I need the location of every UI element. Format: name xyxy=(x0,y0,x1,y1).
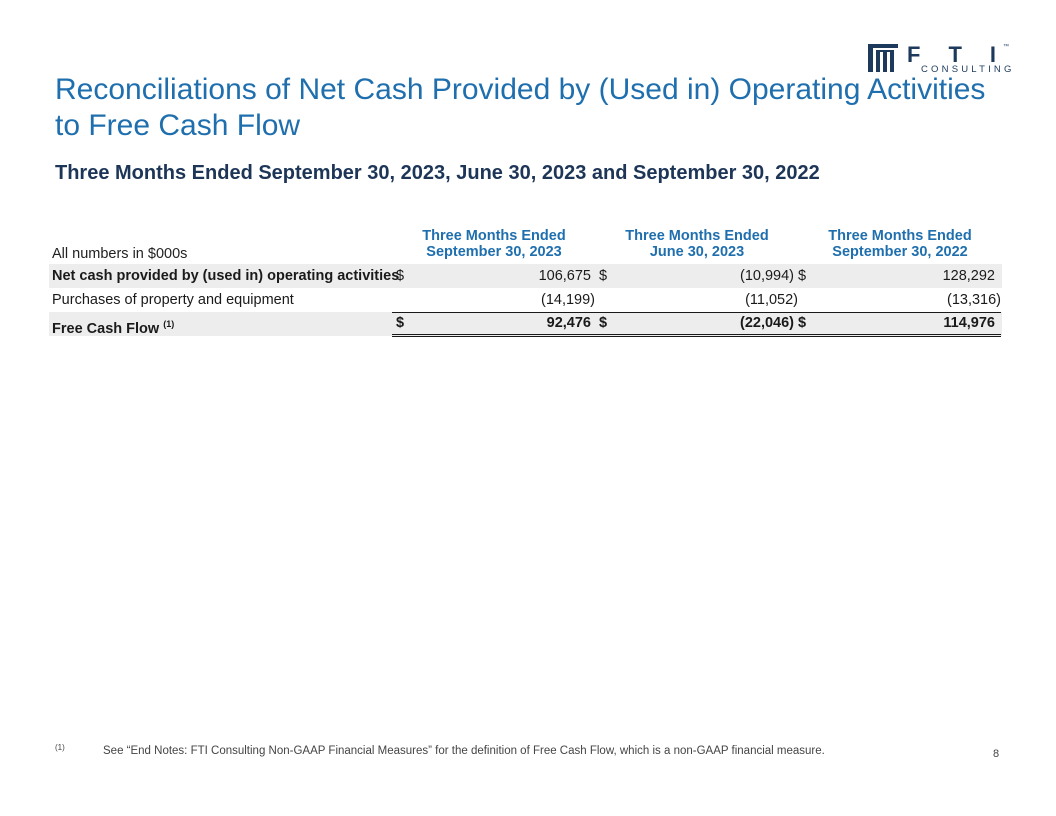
row-label: Net cash provided by (used in) operating… xyxy=(52,268,400,284)
logo-consulting: CONSULTING xyxy=(921,64,1015,75)
currency-symbol: $ xyxy=(798,315,807,331)
table-header: All numbers in $000s Three Months Ended … xyxy=(49,228,1002,264)
currency-symbol: $ xyxy=(798,268,807,284)
logo-trademark: ™ xyxy=(1003,44,1009,50)
table-cell: $ 106,675 xyxy=(392,264,595,288)
column-header-line1: Three Months Ended xyxy=(422,228,566,244)
table-cell-total: $ (22,046) xyxy=(595,312,798,337)
column-header-line2: September 30, 2023 xyxy=(426,244,562,260)
cell-value: (10,994) xyxy=(739,268,794,284)
column-header-line2: June 30, 2023 xyxy=(649,244,745,260)
currency-symbol: $ xyxy=(599,315,608,331)
cell-value: 92,476 xyxy=(546,315,591,331)
cell-value: (22,046) xyxy=(739,315,794,331)
currency-symbol: $ xyxy=(396,268,405,284)
table-cell-total: $ 92,476 xyxy=(392,312,595,337)
table-cell: $ (10,994) xyxy=(595,264,798,288)
page-subtitle: Three Months Ended September 30, 2023, J… xyxy=(55,162,820,184)
footnote-reference: (1) xyxy=(163,319,175,329)
footnote-text: See “End Notes: FTI Consulting Non-GAAP … xyxy=(103,745,825,757)
currency-symbol: $ xyxy=(599,268,608,284)
page-title: Reconciliations of Net Cash Provided by … xyxy=(55,73,986,142)
column-header-sep-2022: Three Months Ended September 30, 2022 xyxy=(795,228,1005,260)
table-cell: (13,316) xyxy=(798,288,1001,312)
table-cell-total: $ 114,976 xyxy=(798,312,1001,337)
column-header-line1: Three Months Ended xyxy=(625,228,769,244)
row-label: Purchases of property and equipment xyxy=(52,292,294,308)
cell-value: (14,199) xyxy=(540,292,595,308)
table-row-capex: Purchases of property and equipment (14,… xyxy=(49,288,1002,312)
cell-value: (11,052) xyxy=(745,292,798,308)
cell-value: 106,675 xyxy=(538,268,591,284)
table-row-operating-cash: Net cash provided by (used in) operating… xyxy=(49,264,1002,288)
cell-value: 114,976 xyxy=(943,315,995,331)
page-number: 8 xyxy=(993,748,1000,760)
table-cell: $ 128,292 xyxy=(798,264,1001,288)
row-label: Free Cash Flow (1) xyxy=(52,312,174,341)
table-row-free-cash-flow: Free Cash Flow (1) $ 92,476 $ (22,046) $… xyxy=(49,312,1002,337)
footnote-marker: (1) xyxy=(55,743,65,752)
column-header-line2: September 30, 2022 xyxy=(832,244,968,260)
free-cash-flow-label: Free Cash Flow xyxy=(52,320,160,337)
units-label: All numbers in $000s xyxy=(52,246,188,262)
cell-value: (13,316) xyxy=(946,292,1001,308)
fti-building-logo-icon xyxy=(868,44,898,72)
cell-value: 128,292 xyxy=(942,268,995,284)
logo-letters: FTI xyxy=(907,42,1024,67)
reconciliation-table: All numbers in $000s Three Months Ended … xyxy=(49,228,1002,337)
column-header-line1: Three Months Ended xyxy=(828,228,972,244)
table-cell: (14,199) xyxy=(392,288,595,312)
column-header-jun-2023: Three Months Ended June 30, 2023 xyxy=(592,228,802,260)
table-cell: (11,052) xyxy=(595,288,798,312)
currency-symbol: $ xyxy=(396,315,405,331)
column-header-sep-2023: Three Months Ended September 30, 2023 xyxy=(389,228,599,260)
fti-consulting-logo: FTI ™ CONSULTING xyxy=(868,42,1011,75)
